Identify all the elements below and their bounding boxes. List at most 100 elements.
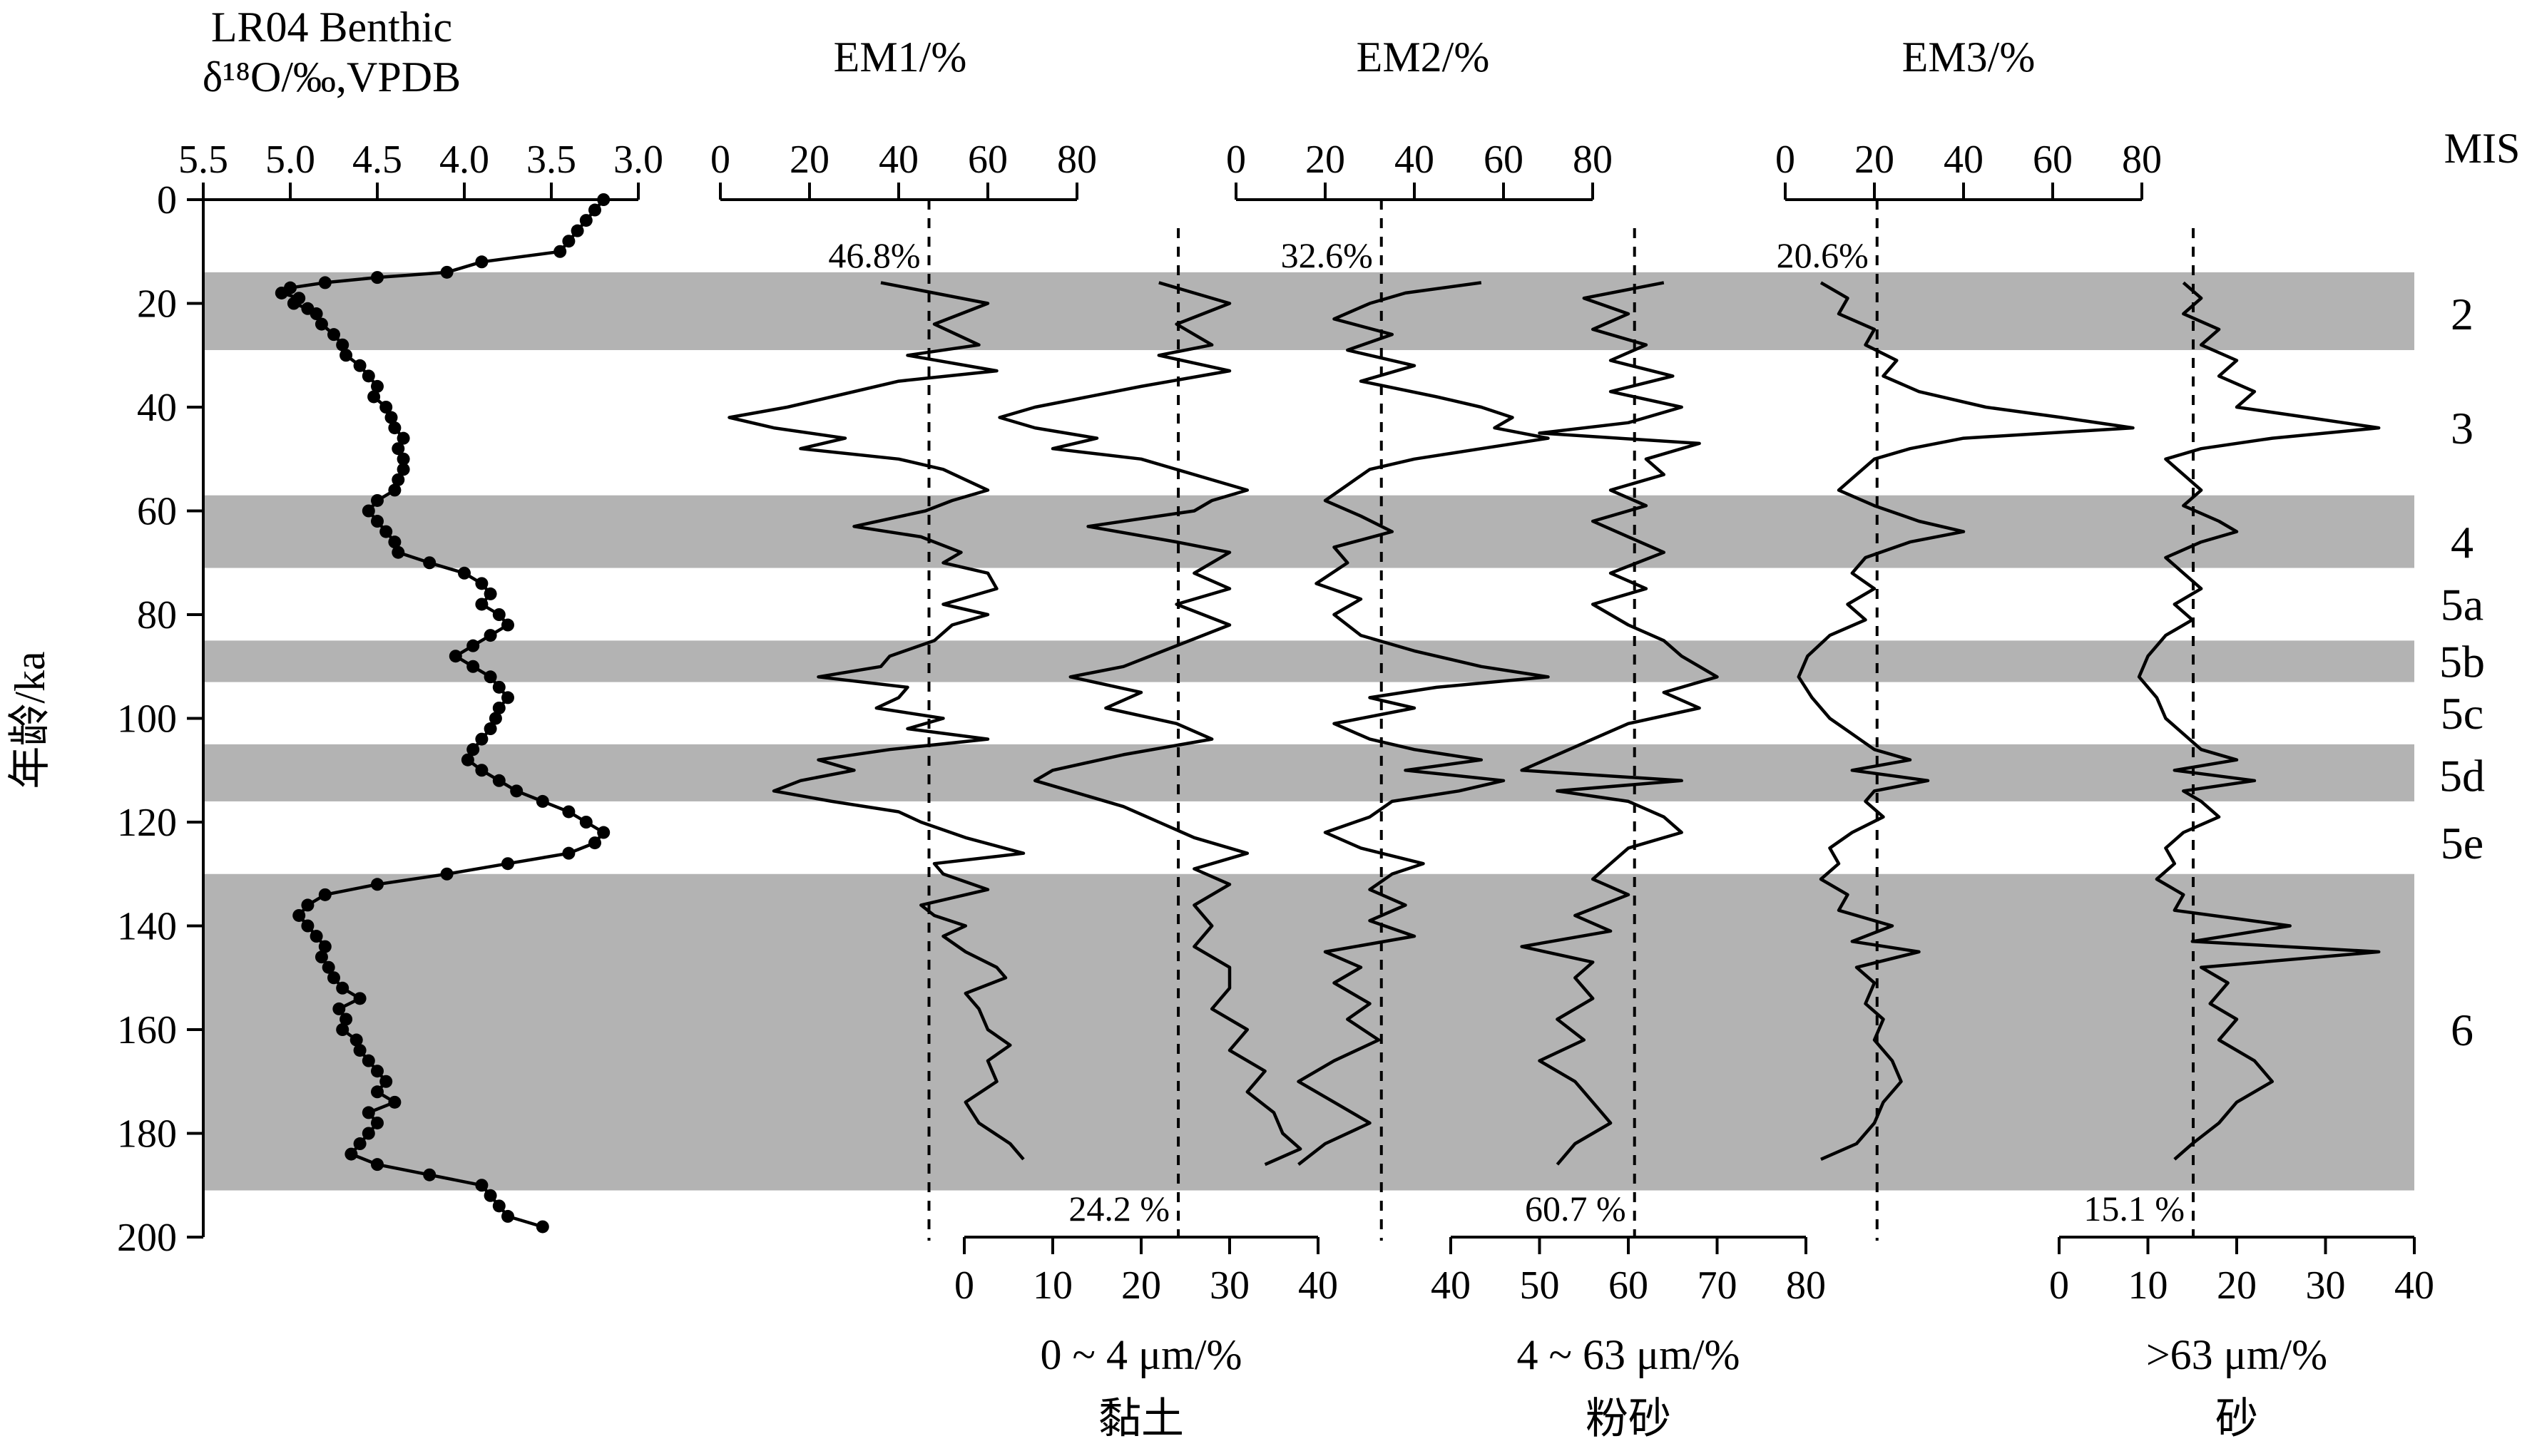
lr04-point (344, 1147, 358, 1161)
lr04-point (315, 317, 328, 331)
lr04-point (392, 545, 405, 559)
y-tick-label: 200 (117, 1216, 177, 1260)
lr04-point (588, 203, 601, 217)
lr04-point (371, 271, 384, 284)
lr04-point (367, 390, 381, 404)
lr04-point (492, 608, 506, 621)
lr04-point (588, 836, 601, 850)
mis-label-3: 3 (2451, 403, 2474, 453)
mis-band-4 (203, 495, 2414, 568)
y-tick-label: 20 (137, 282, 177, 327)
lr04-point (423, 1168, 437, 1181)
lr04-point (384, 411, 398, 424)
sand-tick-label: 40 (2394, 1263, 2434, 1308)
silt-tick-label: 60 (1608, 1263, 1648, 1308)
clay-axis-sublabel: 黏土 (1098, 1395, 1184, 1442)
em2-tick-label: 60 (1484, 138, 1523, 182)
lr04-point (327, 328, 340, 342)
lr04-point (371, 878, 384, 891)
em3-tick-label: 0 (1775, 138, 1795, 182)
lr04-point (475, 577, 489, 590)
lr04-point (379, 525, 393, 538)
clay-series-line (998, 281, 1302, 1167)
y-axis-label: 年龄/ka (6, 651, 53, 789)
lr04-point (318, 940, 332, 953)
lr04-tick-label: 5.0 (265, 138, 315, 182)
em1-tick-label: 60 (968, 138, 1008, 182)
sand-mean-label: 15.1 % (2083, 1189, 2185, 1229)
lr04-point (397, 452, 410, 466)
lr04-title: LR04 Benthic δ¹⁸O/‰,VPDB (203, 4, 461, 101)
mis-label-6: 6 (2451, 1005, 2474, 1055)
lr04-point (322, 960, 335, 974)
y-tick-label: 120 (117, 801, 177, 845)
lr04-point (475, 255, 489, 269)
em2-tick-label: 20 (1305, 138, 1345, 182)
lr04-point (458, 566, 471, 580)
lr04-point (475, 1179, 489, 1192)
lr04-point (371, 1158, 384, 1172)
lr04-point (397, 431, 410, 445)
lr04-point (371, 515, 384, 528)
em3-tick-label: 80 (2122, 138, 2162, 182)
lr04-point (362, 1106, 375, 1119)
lr04-point (388, 535, 402, 549)
lr04-tick-label: 3.5 (526, 138, 576, 182)
em1-tick-label: 40 (879, 138, 919, 182)
lr04-point (461, 753, 474, 767)
sand-axis-sublabel: 砂 (2215, 1395, 2258, 1442)
lr04-point (440, 867, 454, 881)
em1-title: EM1/% (834, 34, 967, 81)
lr04-title-line1: LR04 Benthic (211, 4, 452, 51)
y-tick-label: 40 (137, 386, 177, 430)
lr04-point (501, 691, 514, 704)
lr04-point (484, 722, 497, 736)
mis-band-5d (203, 744, 2414, 801)
lr04-point (388, 1095, 402, 1109)
lr04-point (336, 338, 349, 352)
sand-tick-label: 10 (2128, 1263, 2168, 1308)
lr04-point (362, 1054, 375, 1067)
lr04-point (501, 1209, 514, 1223)
lr04-point (449, 650, 462, 663)
lr04-point (501, 857, 514, 871)
mis-bands (203, 272, 2414, 1191)
lr04-point (340, 1012, 353, 1026)
lr04-point (466, 639, 480, 652)
lr04-point (353, 359, 367, 372)
lr04-point (484, 587, 497, 600)
lr04-point (562, 805, 576, 819)
y-tick-label: 100 (117, 697, 177, 742)
lr04-point (310, 930, 323, 943)
y-tick-label: 80 (137, 593, 177, 637)
clay-tick-label: 20 (1121, 1263, 1161, 1308)
silt-axis-label: 4 ~ 63 μm/% (1517, 1331, 1740, 1378)
lr04-point (475, 598, 489, 611)
lr04-point (562, 235, 576, 248)
lr04-point (353, 992, 367, 1005)
lr04-point (388, 483, 402, 497)
lr04-point (466, 743, 480, 757)
clay-mean-label: 24.2 % (1068, 1189, 1170, 1229)
lr04-tick-label: 4.0 (439, 138, 489, 182)
silt-mean-label: 60.7 % (1525, 1189, 1626, 1229)
em1-mean-label: 46.8% (828, 235, 920, 275)
em3-series-line (1797, 281, 2135, 1161)
lr04-point (397, 463, 410, 476)
lr04-point (392, 442, 405, 456)
silt-axis-sublabel: 粉砂 (1586, 1395, 1671, 1442)
lr04-point (388, 421, 402, 435)
lr04-point (310, 307, 323, 321)
lr04-point (371, 1085, 384, 1099)
lr04-point (475, 764, 489, 777)
lr04-point (318, 276, 332, 289)
lr04-point (371, 1065, 384, 1078)
mis-band-5b (203, 640, 2414, 682)
y-tick-label: 180 (117, 1112, 177, 1157)
lr04-point (332, 1002, 346, 1015)
lr04-point (353, 1137, 367, 1151)
lr04-point (484, 1189, 497, 1202)
sand-axis-label: >63 μm/% (2146, 1331, 2327, 1378)
lr04-point (510, 784, 524, 798)
lr04-point (371, 1116, 384, 1129)
